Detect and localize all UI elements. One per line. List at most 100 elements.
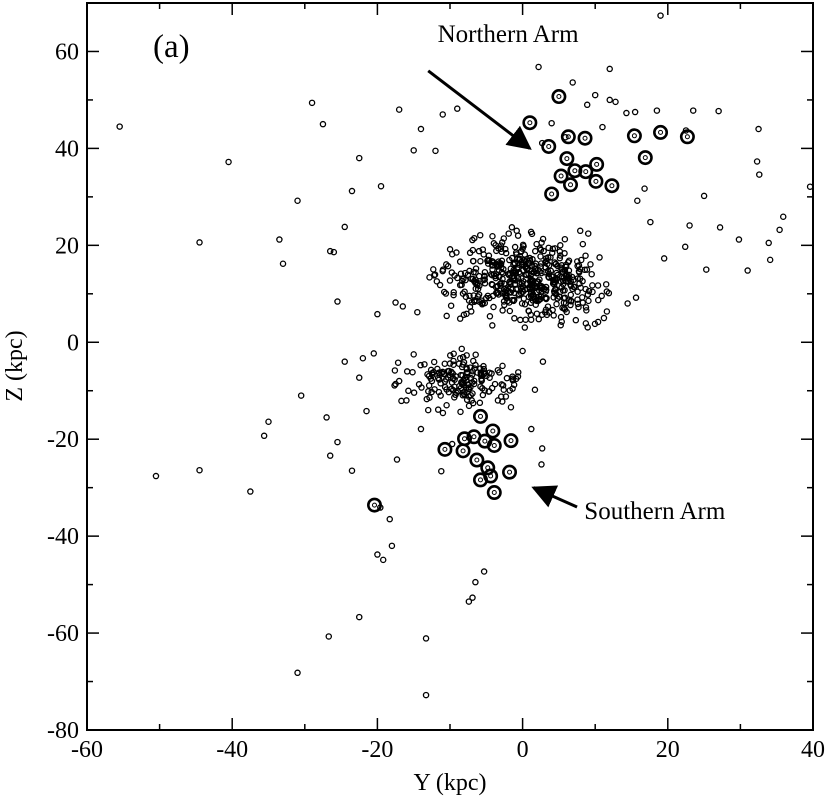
data-point <box>225 158 232 166</box>
data-point <box>536 276 543 283</box>
data-point <box>391 367 399 374</box>
data-point <box>585 287 593 295</box>
data-point <box>756 171 763 178</box>
data-point <box>436 281 444 289</box>
data-point-large <box>472 472 488 488</box>
data-point <box>591 91 599 99</box>
data-point-large <box>588 173 604 189</box>
data-point <box>509 373 516 380</box>
data-point <box>449 375 457 382</box>
data-point <box>541 309 549 316</box>
data-point <box>598 292 605 300</box>
data-point <box>395 377 403 385</box>
data-point <box>471 365 478 372</box>
data-point <box>422 691 430 699</box>
y-tick-label: -20 <box>47 427 79 453</box>
data-point <box>453 249 460 256</box>
data-point <box>519 241 527 249</box>
data-point <box>681 243 689 251</box>
annotation-arrow <box>531 485 578 509</box>
data-point <box>567 291 575 299</box>
data-point <box>567 282 575 290</box>
data-point <box>472 578 479 586</box>
data-point <box>485 388 492 395</box>
data-point <box>624 300 631 307</box>
data-point <box>476 231 484 239</box>
data-point <box>755 125 762 133</box>
data-point <box>456 281 464 289</box>
data-point <box>425 382 433 389</box>
data-point <box>410 389 418 396</box>
data-point-large-core <box>491 490 497 496</box>
data-point <box>426 394 433 401</box>
data-point <box>521 251 529 258</box>
data-point <box>463 376 470 384</box>
data-point <box>612 98 619 106</box>
data-point <box>533 240 540 248</box>
data-point <box>541 268 548 276</box>
data-point <box>647 218 654 226</box>
data-point <box>501 301 508 309</box>
data-point-large <box>563 177 579 193</box>
panel-label: (a) <box>153 29 190 65</box>
data-point <box>414 308 421 316</box>
data-point-large-core <box>474 457 480 463</box>
data-point-large <box>455 443 471 459</box>
data-point <box>703 266 710 273</box>
data-point <box>465 598 473 605</box>
data-point <box>537 260 545 267</box>
data-point-large-core <box>527 120 533 126</box>
data-point <box>634 197 641 204</box>
data-point <box>600 314 608 322</box>
data-point <box>583 307 590 314</box>
data-point-large <box>544 186 560 202</box>
data-point <box>427 366 435 374</box>
data-point <box>265 418 272 426</box>
data-point <box>446 360 454 367</box>
data-point <box>319 120 327 128</box>
data-point <box>496 369 503 376</box>
data-point <box>510 297 517 305</box>
data-point <box>363 407 370 415</box>
data-point-large <box>469 452 485 468</box>
data-point <box>434 406 442 413</box>
data-point-large <box>437 441 453 457</box>
data-point-large <box>466 429 482 445</box>
data-point <box>587 261 594 268</box>
data-point <box>497 245 505 253</box>
data-point <box>538 284 546 291</box>
data-point <box>491 380 499 388</box>
data-point-large-core <box>568 182 574 188</box>
data-point <box>392 299 399 306</box>
data-point-large-core <box>549 191 555 197</box>
data-point <box>502 249 510 257</box>
data-point <box>410 351 417 358</box>
data-point-large <box>480 460 496 476</box>
data-point <box>468 371 476 378</box>
data-point <box>463 369 471 376</box>
data-point <box>476 298 483 306</box>
data-point <box>500 386 507 394</box>
data-point <box>410 147 417 154</box>
data-point <box>585 297 592 305</box>
data-point <box>433 278 441 285</box>
data-point <box>439 111 446 118</box>
data-point <box>276 236 283 243</box>
data-point-large-core <box>631 133 637 139</box>
data-point <box>544 260 551 268</box>
data-point <box>606 96 613 104</box>
data-point <box>448 379 456 386</box>
data-point <box>472 351 479 358</box>
data-point-large-core <box>593 178 599 184</box>
data-point <box>439 266 447 273</box>
data-point <box>480 568 488 575</box>
data-point <box>330 248 338 256</box>
data-point <box>403 368 411 375</box>
data-point <box>584 291 592 298</box>
annotation-label: Southern Arm <box>584 498 726 525</box>
data-point <box>561 235 569 243</box>
y-tick-label: -60 <box>47 621 79 647</box>
data-point <box>341 223 348 231</box>
data-point <box>395 106 403 113</box>
data-point <box>558 318 565 326</box>
